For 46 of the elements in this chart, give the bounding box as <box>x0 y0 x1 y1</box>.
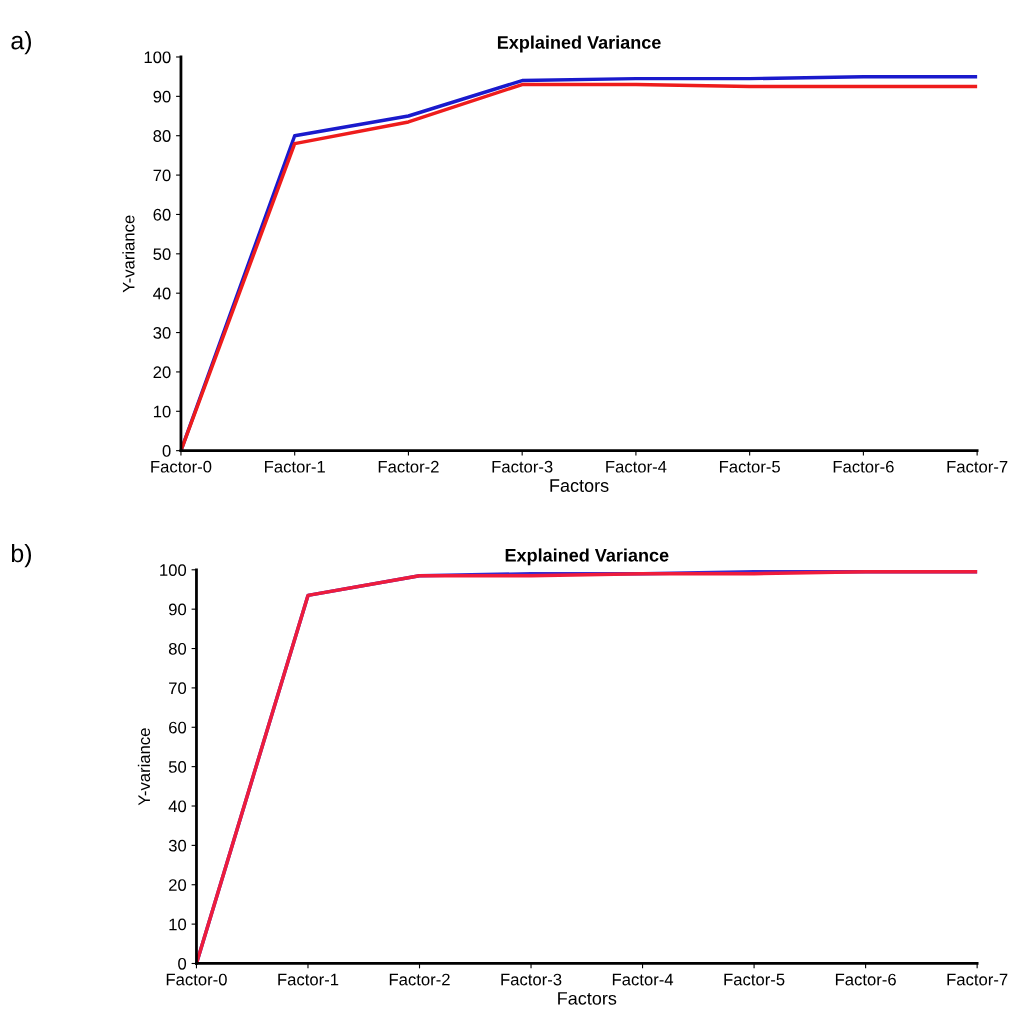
y-tick-label: 30 <box>168 839 187 852</box>
y-tick-label: 50 <box>153 248 171 261</box>
y-tick-label: 20 <box>169 879 187 891</box>
x-tick-label: Factor-3 <box>492 460 553 473</box>
x-axis-title: Factors <box>550 479 609 492</box>
x-tick-label: Factor-7 <box>947 460 1008 473</box>
y-tick-label: 30 <box>153 326 171 339</box>
y-tick-label: 20 <box>153 366 171 379</box>
y-tick-label: 60 <box>153 208 171 221</box>
y-tick-label: 0 <box>178 957 187 970</box>
text: a) <box>11 31 32 55</box>
x-tick-label: Factor-0 <box>151 460 212 473</box>
y-tick-label: 80 <box>153 130 171 142</box>
y-tick-label: 50 <box>168 761 187 773</box>
y-tick-label: 80 <box>168 642 187 655</box>
x-tick-label: Factor-5 <box>719 460 780 473</box>
y-tick-label: 60 <box>169 721 187 734</box>
y-tick-label: 40 <box>168 800 187 813</box>
y-tick-label: 90 <box>153 90 171 103</box>
y-tick-label: 70 <box>169 682 187 695</box>
x-tick-label: Factor-1 <box>278 973 339 986</box>
y-tick-label: 70 <box>153 169 171 182</box>
x-tick-label: Factor-2 <box>378 460 439 473</box>
chart-title: Explained Variance <box>505 548 669 566</box>
y-axis-title: Y-variance <box>137 728 151 806</box>
text: b) <box>11 543 32 568</box>
x-axis-title: Factors <box>558 992 617 1005</box>
y-axis-title: Y-variance <box>122 215 135 293</box>
x-tick-label: Factor-2 <box>389 973 450 986</box>
y-tick-label: 40 <box>153 287 171 300</box>
x-tick-label: Factor-7 <box>947 973 1008 986</box>
chart-title: Explained Variance <box>497 35 661 53</box>
x-tick-label: Factor-5 <box>724 973 785 986</box>
x-tick-label: Factor-4 <box>612 973 674 986</box>
x-tick-label: Factor-6 <box>835 973 896 986</box>
y-tick-label: 100 <box>160 564 187 576</box>
y-tick-label: 10 <box>169 918 187 931</box>
y-tick-label: 10 <box>153 405 171 418</box>
x-tick-label: Factor-3 <box>501 973 562 986</box>
x-tick-label: Factor-6 <box>833 460 894 473</box>
x-tick-label: Factor-0 <box>166 973 227 986</box>
y-tick-label: 0 <box>162 445 171 457</box>
x-tick-label: Factor-4 <box>606 460 667 473</box>
x-tick-label: Factor-1 <box>265 460 325 473</box>
y-tick-label: 100 <box>144 51 171 64</box>
y-tick-label: 90 <box>168 603 187 616</box>
